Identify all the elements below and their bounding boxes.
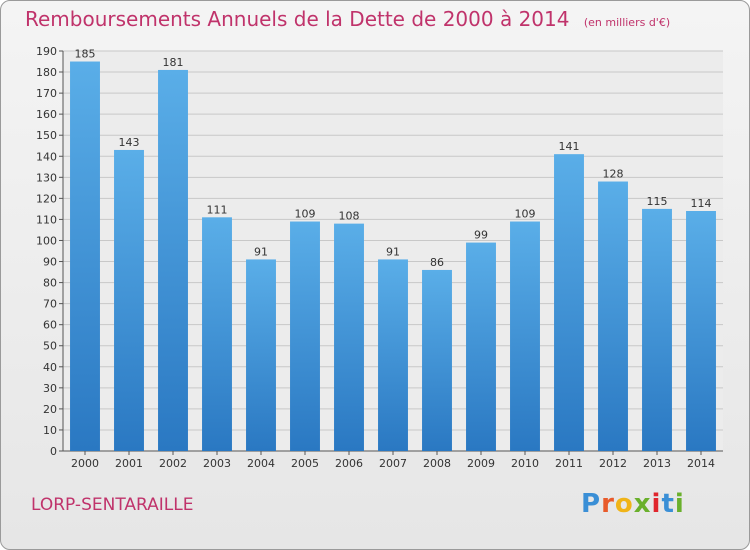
- logo-letter: o: [614, 489, 634, 519]
- logo-letter: x: [633, 489, 652, 519]
- x-tick-label: 2005: [291, 457, 319, 470]
- commune-name: LORP-SENTARAILLE: [31, 495, 194, 515]
- x-tick-label: 2014: [687, 457, 715, 470]
- bar: [202, 217, 232, 451]
- proxiti-logo: Proxiti: [581, 489, 685, 519]
- bar: [70, 61, 100, 452]
- x-tick-label: 2011: [555, 457, 583, 470]
- bar: [378, 259, 408, 451]
- y-tick-label: 130: [36, 171, 57, 184]
- bar: [422, 269, 452, 451]
- bar: [114, 149, 144, 451]
- x-tick-label: 2010: [511, 457, 539, 470]
- y-tick-label: 180: [36, 66, 57, 79]
- y-tick-label: 150: [36, 129, 57, 142]
- y-tick-label: 0: [50, 445, 57, 458]
- bar-value-label: 99: [474, 229, 488, 242]
- y-tick-label: 190: [36, 45, 57, 58]
- logo-letter: i: [651, 489, 662, 519]
- y-tick-label: 80: [43, 277, 57, 290]
- bar-value-label: 128: [603, 168, 624, 181]
- x-tick-label: 2006: [335, 457, 363, 470]
- x-tick-label: 2002: [159, 457, 187, 470]
- y-tick-label: 110: [36, 213, 57, 226]
- x-tick-label: 2012: [599, 457, 627, 470]
- y-tick-label: 10: [43, 424, 57, 437]
- bar-value-label: 181: [163, 56, 184, 69]
- logo-letter: r: [601, 489, 615, 519]
- y-tick-label: 30: [43, 382, 57, 395]
- bar-value-label: 115: [647, 195, 668, 208]
- bar-value-label: 86: [430, 256, 444, 269]
- chart-title: Remboursements Annuels de la Dette de 20…: [25, 7, 670, 31]
- x-tick-label: 2009: [467, 457, 495, 470]
- x-tick-label: 2004: [247, 457, 275, 470]
- bar-value-label: 143: [119, 136, 140, 149]
- bar: [686, 211, 716, 451]
- bar-value-label: 91: [386, 245, 400, 258]
- y-tick-label: 20: [43, 403, 57, 416]
- logo-letter: P: [581, 489, 602, 519]
- x-tick-label: 2013: [643, 457, 671, 470]
- bar: [554, 154, 584, 451]
- chart-subtitle: (en milliers d'€): [583, 16, 671, 29]
- x-tick-label: 2007: [379, 457, 407, 470]
- bar-chart: 0 10 20 30 40 50 60 70 80 90 100 110 120 130 140 150 160…: [36, 45, 723, 470]
- y-tick-label: 160: [36, 108, 57, 121]
- x-tick-label: 2008: [423, 457, 451, 470]
- bar-value-label: 185: [75, 48, 96, 61]
- bar: [158, 69, 188, 452]
- bar: [598, 181, 628, 452]
- bar-value-label: 111: [207, 203, 228, 216]
- bar: [642, 208, 672, 451]
- bar-value-label: 91: [254, 245, 268, 258]
- y-tick-label: 40: [43, 361, 57, 374]
- bar: [510, 221, 540, 451]
- y-tick-label: 140: [36, 150, 57, 163]
- y-tick-label: 70: [43, 298, 57, 311]
- x-tick-label: 2003: [203, 457, 231, 470]
- y-tick-label: 100: [36, 234, 57, 247]
- bar-value-label: 109: [295, 208, 316, 221]
- y-tick-label: 50: [43, 340, 57, 353]
- bar-value-label: 109: [515, 208, 536, 221]
- x-tick-label: 2001: [115, 457, 143, 470]
- bar-value-label: 114: [691, 197, 712, 210]
- chart-title-text: Remboursements Annuels de la Dette de 20…: [25, 7, 570, 31]
- bar: [334, 223, 364, 451]
- bar-value-label: 108: [339, 210, 360, 223]
- bar: [290, 221, 320, 451]
- y-tick-label: 120: [36, 192, 57, 205]
- bar-value-label: 141: [559, 140, 580, 153]
- bar: [466, 242, 496, 451]
- bar: [246, 259, 276, 451]
- logo-letter: i: [674, 489, 685, 519]
- y-tick-label: 60: [43, 319, 57, 332]
- y-tick-label: 90: [43, 256, 57, 269]
- logo-letter: t: [661, 489, 675, 519]
- y-tick-label: 170: [36, 87, 57, 100]
- x-tick-label: 2000: [71, 457, 99, 470]
